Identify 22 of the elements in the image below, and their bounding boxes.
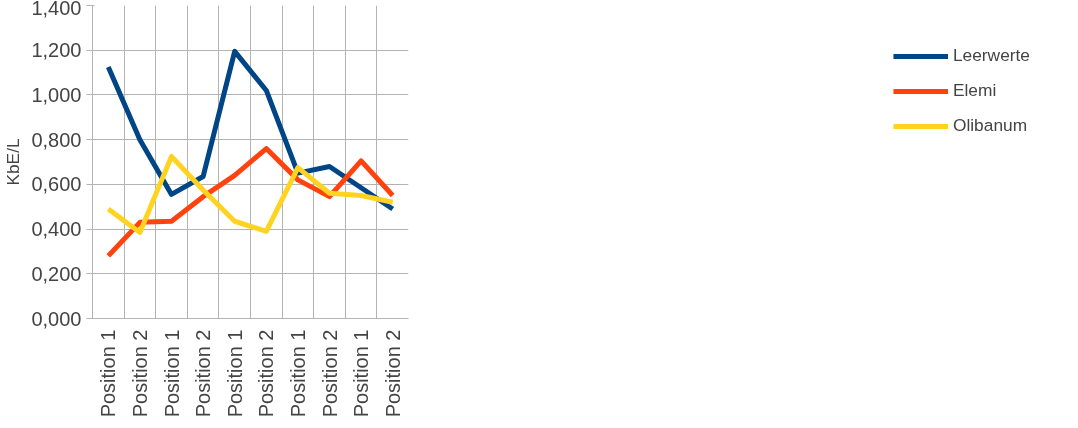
- x-tick-label: Position 2: [128, 329, 151, 418]
- y-tick-label: 0,600: [31, 173, 82, 196]
- x-tick-label: Position 2: [255, 329, 278, 418]
- y-tick-label: 1,000: [31, 83, 82, 106]
- x-tick-label: Position 2: [318, 329, 341, 418]
- y-tick-label: 0,000: [31, 307, 82, 330]
- x-tick-label: Position 1: [286, 329, 309, 418]
- x-tick-label: Position 1: [350, 329, 373, 418]
- legend-label: Elemi: [952, 80, 997, 101]
- x-tick-label: Position 2: [381, 329, 404, 418]
- y-tick-label: 1,200: [31, 39, 82, 62]
- y-tick-label: 0,400: [31, 218, 82, 241]
- y-tick-label: 0,800: [31, 128, 82, 151]
- x-tick-label: Position 2: [192, 329, 215, 418]
- legend-label: Olibanum: [952, 115, 1028, 136]
- legend-label: Leerwerte: [952, 45, 1030, 66]
- y-tick-label: 0,200: [31, 262, 82, 285]
- x-tick-label: Position 1: [97, 329, 120, 418]
- y-tick-label: 1,400: [31, 0, 82, 19]
- y-axis-title: KbE/L: [3, 138, 24, 186]
- x-tick-label: Position 1: [160, 329, 183, 418]
- x-tick-label: Position 1: [223, 329, 246, 418]
